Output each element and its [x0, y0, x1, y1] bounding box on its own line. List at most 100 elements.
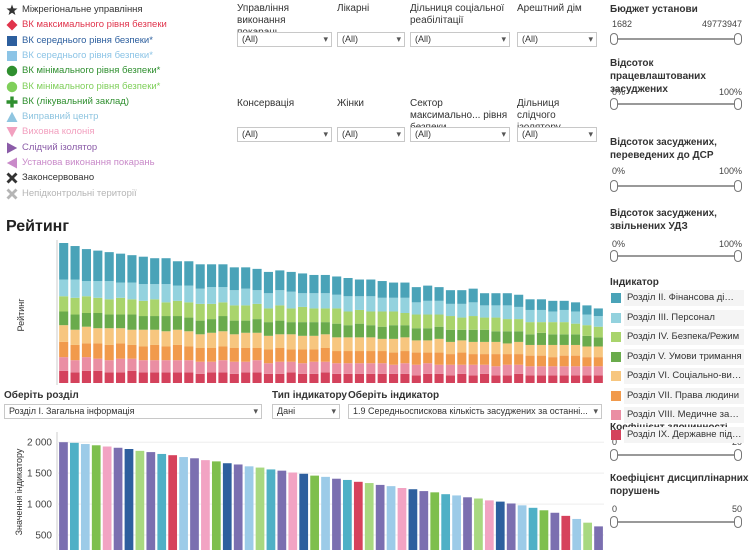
- slider-handle[interactable]: [610, 449, 618, 461]
- selector-dropdown[interactable]: 1.9 Середньоспискова кількість засуджени…: [348, 404, 602, 419]
- bar-segment: [457, 317, 467, 330]
- filter-dropdown[interactable]: (All): [237, 127, 332, 142]
- bar-segment: [298, 306, 308, 323]
- bar: [299, 473, 309, 550]
- slider-handle[interactable]: [734, 516, 742, 528]
- bar-segment: [400, 373, 410, 383]
- bar-segment: [445, 303, 455, 317]
- bar-segment: [70, 297, 80, 315]
- slider-handle[interactable]: [610, 516, 618, 528]
- bar-segment: [320, 293, 330, 309]
- bar-segment: [445, 329, 455, 342]
- filter-dropdown[interactable]: (All): [337, 32, 405, 47]
- bar-segment: [559, 366, 569, 376]
- slider-handle[interactable]: [610, 250, 618, 262]
- bar-segment: [525, 299, 535, 310]
- bar-segment: [241, 305, 251, 321]
- bar-segment: [411, 328, 421, 341]
- bar-segment: [104, 360, 114, 373]
- bar-segment: [389, 338, 399, 353]
- filter-dropdown[interactable]: (All): [410, 127, 510, 142]
- bar-segment: [93, 297, 103, 313]
- bar-segment: [138, 300, 148, 317]
- bar-segment: [514, 331, 524, 342]
- bar-segment: [480, 305, 490, 318]
- bar-segment: [434, 287, 444, 301]
- filter-dropdown[interactable]: (All): [237, 32, 332, 47]
- y-tick-label: 2 000: [27, 438, 52, 449]
- bar-segment: [514, 364, 524, 374]
- bar-segment: [207, 287, 217, 304]
- bar: [484, 500, 494, 550]
- bar-segment: [81, 343, 91, 358]
- bar-segment: [457, 290, 467, 304]
- legend-label: Міжрегіональне управління: [22, 4, 143, 15]
- bar-segment: [59, 279, 69, 297]
- bar-segment: [138, 256, 148, 285]
- bar-segment: [377, 281, 387, 298]
- bar-segment: [400, 297, 410, 313]
- slider-handle[interactable]: [734, 98, 742, 110]
- bar-segment: [343, 296, 353, 312]
- filter-dropdown[interactable]: (All): [517, 32, 597, 47]
- bar-segment: [93, 281, 103, 298]
- bar-segment: [571, 311, 581, 324]
- bar-segment: [263, 293, 273, 309]
- bar-segment: [161, 360, 171, 373]
- bar-segment: [332, 276, 342, 295]
- slider-label: Відсоток працевлаштованих засуджених: [610, 58, 706, 95]
- bar-segment: [582, 366, 592, 376]
- bar-segment: [366, 311, 376, 326]
- slider-handle[interactable]: [734, 180, 742, 192]
- bar-segment: [536, 375, 546, 383]
- legend-symbol: [6, 172, 18, 184]
- bar-segment: [366, 296, 376, 312]
- slider-label: Відсоток засуджених, звільнених УДЗ: [610, 208, 717, 232]
- filter-dropdown[interactable]: (All): [337, 127, 405, 142]
- slider-handle[interactable]: [734, 33, 742, 45]
- selector-dropdown[interactable]: Дані: [272, 404, 340, 419]
- bar-segment: [571, 366, 581, 376]
- bar-segment: [366, 337, 376, 352]
- slider-handle[interactable]: [734, 449, 742, 461]
- bar: [594, 526, 603, 550]
- bar-segment: [229, 320, 239, 335]
- slider-handle[interactable]: [610, 180, 618, 192]
- bar-segment: [195, 373, 205, 383]
- bar-segment: [138, 346, 148, 361]
- bar-segment: [525, 344, 535, 356]
- filter-dropdown[interactable]: (All): [517, 127, 597, 142]
- bar-segment: [252, 290, 262, 304]
- bar-segment: [59, 325, 69, 342]
- bar-segment: [593, 326, 603, 338]
- bar: [441, 494, 451, 550]
- selector-dropdown[interactable]: Розділ І. Загальна інформація: [4, 404, 262, 419]
- bar-segment: [571, 355, 581, 367]
- bar-segment: [468, 375, 478, 383]
- bar-segment: [127, 255, 137, 283]
- bar-segment: [377, 297, 387, 312]
- bar-segment: [138, 329, 148, 347]
- bar-segment: [400, 363, 410, 374]
- bar-segment: [184, 346, 194, 361]
- legend-label: Установа виконання покарань: [22, 157, 155, 168]
- slider-track: [614, 103, 738, 105]
- bar-segment: [252, 360, 262, 373]
- slider-handle[interactable]: [610, 33, 618, 45]
- slider-handle[interactable]: [734, 250, 742, 262]
- symbol-shape: [7, 50, 17, 61]
- bar-segment: [70, 360, 80, 373]
- bar-segment: [343, 278, 353, 297]
- bar-segment: [93, 250, 103, 282]
- bar-segment: [536, 355, 546, 367]
- slider-handle[interactable]: [610, 98, 618, 110]
- bar-segment: [502, 331, 512, 344]
- bar-segment: [502, 319, 512, 332]
- bar-segment: [480, 293, 490, 306]
- chart-title: Рейтинг: [6, 218, 69, 235]
- bar-segment: [104, 299, 114, 315]
- filter-dropdown[interactable]: (All): [410, 32, 510, 47]
- bar-segment: [343, 325, 353, 338]
- bar-segment: [138, 372, 148, 383]
